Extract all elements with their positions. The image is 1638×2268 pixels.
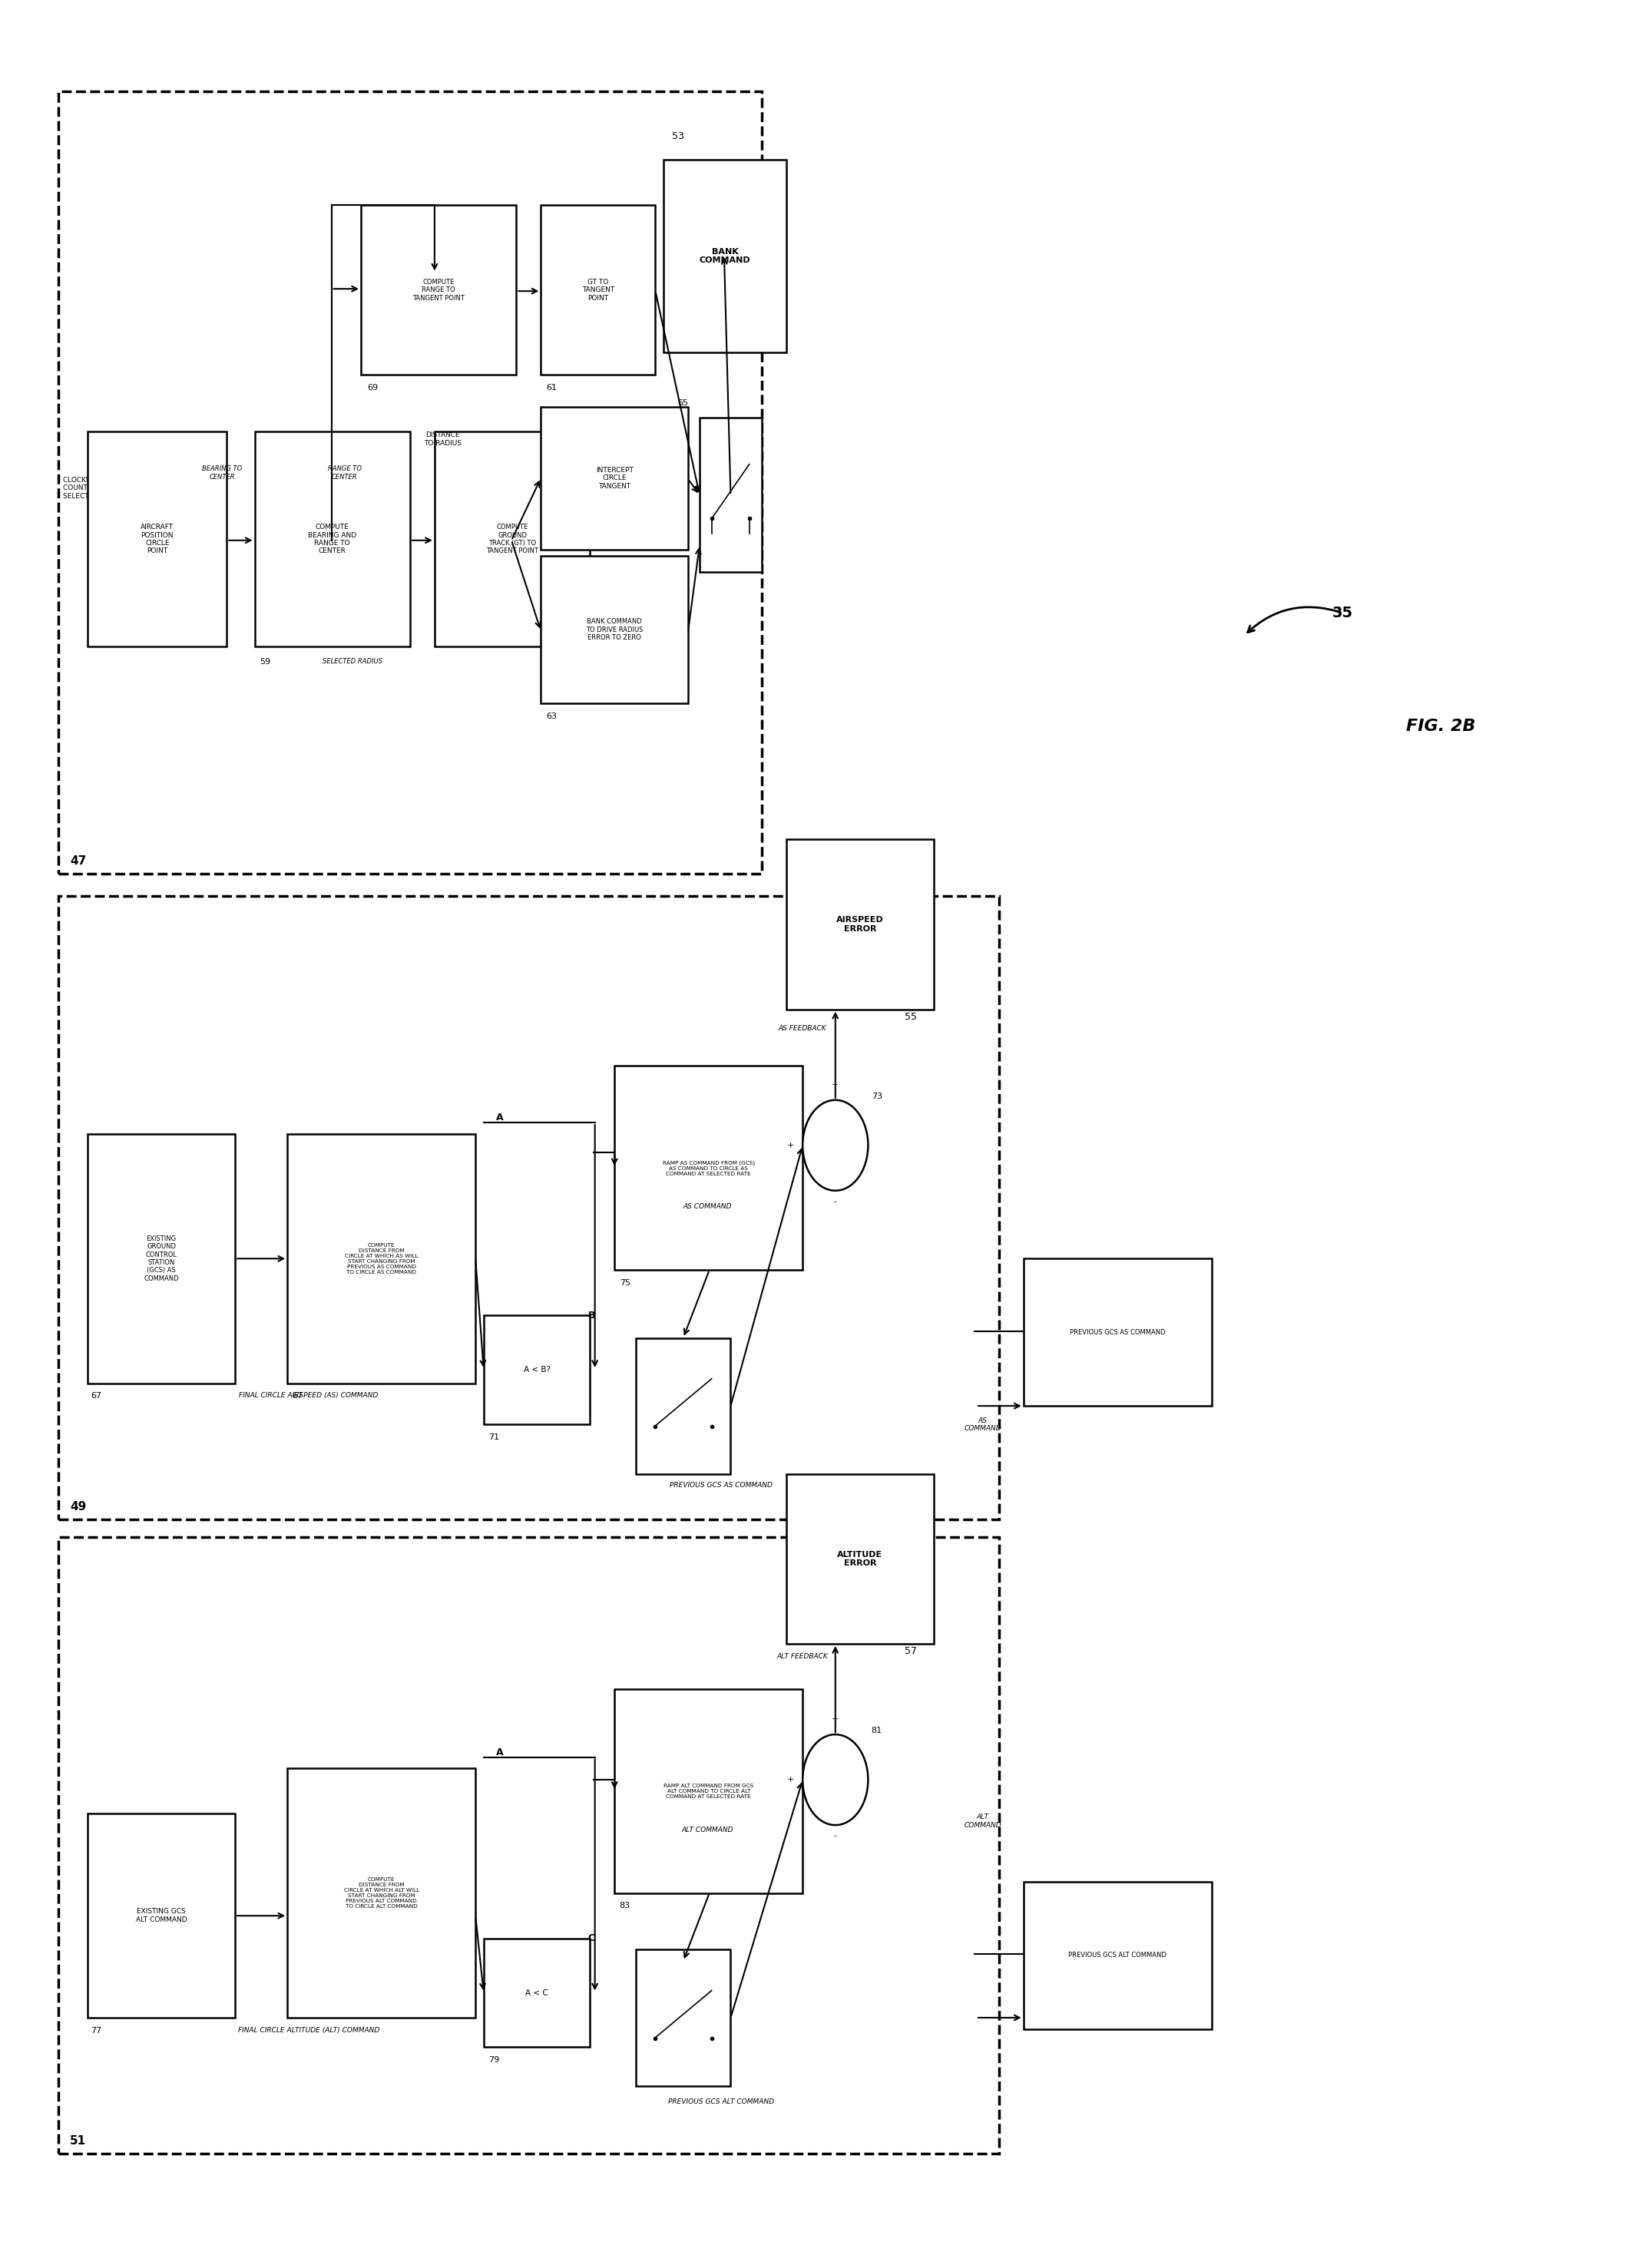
- Text: 67: 67: [292, 1393, 303, 1399]
- Text: 35: 35: [1332, 606, 1353, 619]
- Text: RAMP ALT COMMAND FROM GCS
ALT COMMAND TO CIRCLE ALT
COMMAND AT SELECTED RATE: RAMP ALT COMMAND FROM GCS ALT COMMAND TO…: [663, 1783, 753, 1799]
- Text: PREVIOUS GCS ALT COMMAND: PREVIOUS GCS ALT COMMAND: [668, 2098, 773, 2105]
- Text: 59: 59: [259, 658, 270, 667]
- Text: 63: 63: [545, 712, 557, 721]
- FancyBboxPatch shape: [636, 1338, 731, 1474]
- Text: DISTANCE
TO RADIUS: DISTANCE TO RADIUS: [424, 431, 462, 447]
- Text: A < C: A < C: [526, 1989, 549, 1996]
- Text: A: A: [496, 1114, 505, 1123]
- Text: 55: 55: [904, 1012, 917, 1021]
- FancyBboxPatch shape: [699, 417, 762, 572]
- Text: EXISTING
GROUND
CONTROL
STATION
(GCS) AS
COMMAND: EXISTING GROUND CONTROL STATION (GCS) AS…: [144, 1236, 179, 1281]
- Text: 83: 83: [619, 1903, 631, 1910]
- FancyBboxPatch shape: [614, 1066, 803, 1270]
- Circle shape: [803, 1735, 868, 1826]
- Text: RAMP AS COMMAND FROM (GCS)
AS COMMAND TO CIRCLE AS
COMMAND AT SELECTED RATE: RAMP AS COMMAND FROM (GCS) AS COMMAND TO…: [662, 1161, 755, 1175]
- Text: BANK
COMMAND: BANK COMMAND: [699, 247, 750, 265]
- Text: COMPUTE
GROUND
TRACK (GT) TO
TANGENT POINT: COMPUTE GROUND TRACK (GT) TO TANGENT POI…: [486, 524, 539, 556]
- Text: -: -: [834, 1833, 837, 1839]
- Text: SELECTED RADIUS: SELECTED RADIUS: [323, 658, 383, 665]
- Text: AIRCRAFT
POSITION
CIRCLE
POINT: AIRCRAFT POSITION CIRCLE POINT: [141, 524, 174, 556]
- FancyBboxPatch shape: [614, 1690, 803, 1894]
- Text: 61: 61: [545, 383, 557, 392]
- Text: 69: 69: [367, 383, 378, 392]
- Text: 75: 75: [619, 1279, 631, 1286]
- FancyBboxPatch shape: [88, 431, 226, 646]
- Text: 73: 73: [871, 1093, 883, 1100]
- Text: FIG. 2B: FIG. 2B: [1405, 719, 1476, 735]
- FancyBboxPatch shape: [541, 406, 688, 549]
- Circle shape: [803, 1100, 868, 1191]
- FancyBboxPatch shape: [1024, 1259, 1212, 1406]
- Text: INTERCEPT
CIRCLE
TANGENT: INTERCEPT CIRCLE TANGENT: [596, 467, 634, 490]
- Text: FINAL CIRCLE AIRSPEED (AS) COMMAND: FINAL CIRCLE AIRSPEED (AS) COMMAND: [239, 1393, 378, 1399]
- FancyBboxPatch shape: [786, 839, 934, 1009]
- Text: PREVIOUS GCS AS COMMAND: PREVIOUS GCS AS COMMAND: [1070, 1329, 1165, 1336]
- FancyBboxPatch shape: [88, 1814, 234, 2019]
- FancyBboxPatch shape: [254, 431, 410, 646]
- Text: COMPUTE
BEARING AND
RANGE TO
CENTER: COMPUTE BEARING AND RANGE TO CENTER: [308, 524, 357, 556]
- FancyBboxPatch shape: [287, 1134, 475, 1383]
- Text: B: B: [588, 1311, 595, 1320]
- Text: ALT COMMAND: ALT COMMAND: [681, 1826, 734, 1833]
- Text: COMPUTE
DISTANCE FROM
CIRCLE AT WHICH ALT WILL
START CHANGING FROM
PREVIOUS ALT : COMPUTE DISTANCE FROM CIRCLE AT WHICH AL…: [344, 1878, 419, 1910]
- Text: BANK COMMAND
TO DRIVE RADIUS
ERROR TO ZERO: BANK COMMAND TO DRIVE RADIUS ERROR TO ZE…: [586, 619, 644, 642]
- Text: +: +: [788, 1776, 794, 1783]
- Text: 47: 47: [70, 855, 87, 866]
- Text: 57: 57: [904, 1647, 917, 1656]
- FancyBboxPatch shape: [541, 556, 688, 703]
- FancyBboxPatch shape: [663, 159, 786, 352]
- Text: ALT
COMMAND: ALT COMMAND: [963, 1814, 1001, 1828]
- Text: BEARING TO
CENTER: BEARING TO CENTER: [201, 465, 242, 481]
- Text: 79: 79: [488, 2057, 500, 2064]
- Text: -: -: [834, 1198, 837, 1204]
- Text: AIRSPEED
ERROR: AIRSPEED ERROR: [835, 916, 883, 932]
- Text: CLOCKWISE (CW) OR
COUNTERCLOCKWISE (CCW)
SELECTED RADIUS: CLOCKWISE (CW) OR COUNTERCLOCKWISE (CCW)…: [64, 476, 161, 499]
- Text: 65: 65: [678, 399, 688, 406]
- Text: AS FEEDBACK: AS FEEDBACK: [778, 1025, 827, 1032]
- Text: COMPUTE
RANGE TO
TANGENT POINT: COMPUTE RANGE TO TANGENT POINT: [413, 279, 465, 302]
- Text: AS COMMAND: AS COMMAND: [683, 1202, 732, 1209]
- Text: PREVIOUS GCS ALT COMMAND: PREVIOUS GCS ALT COMMAND: [1068, 1953, 1166, 1960]
- FancyBboxPatch shape: [287, 1769, 475, 2019]
- Text: A < B?: A < B?: [524, 1365, 550, 1374]
- Text: +: +: [788, 1141, 794, 1150]
- Text: FINAL CIRCLE ALTITUDE (ALT) COMMAND: FINAL CIRCLE ALTITUDE (ALT) COMMAND: [238, 2028, 380, 2034]
- Text: PREVIOUS GCS AS COMMAND: PREVIOUS GCS AS COMMAND: [670, 1481, 771, 1488]
- Text: 67: 67: [92, 1393, 102, 1399]
- Text: 49: 49: [70, 1501, 87, 1513]
- Text: AS
COMMAND: AS COMMAND: [963, 1418, 1001, 1431]
- FancyBboxPatch shape: [434, 431, 590, 646]
- FancyBboxPatch shape: [483, 1939, 590, 2048]
- Text: ALTITUDE
ERROR: ALTITUDE ERROR: [837, 1551, 883, 1567]
- Text: +: +: [832, 1082, 839, 1089]
- Text: C: C: [588, 1932, 595, 1944]
- FancyBboxPatch shape: [786, 1474, 934, 1644]
- Text: A: A: [496, 1746, 505, 1758]
- Text: ALT FEEDBACK: ALT FEEDBACK: [776, 1653, 829, 1660]
- Text: RANGE TO
CENTER: RANGE TO CENTER: [328, 465, 362, 481]
- Text: 53: 53: [672, 132, 685, 141]
- FancyBboxPatch shape: [541, 204, 655, 374]
- Text: +: +: [832, 1715, 839, 1724]
- Text: 77: 77: [92, 2028, 102, 2034]
- FancyBboxPatch shape: [88, 1134, 234, 1383]
- Text: COMPUTE
DISTANCE FROM
CIRCLE AT WHICH AS WILL
START CHANGING FROM
PREVIOUS AS CO: COMPUTE DISTANCE FROM CIRCLE AT WHICH AS…: [344, 1243, 418, 1275]
- Text: 81: 81: [871, 1726, 883, 1735]
- FancyBboxPatch shape: [1024, 1882, 1212, 2030]
- Text: 71: 71: [488, 1433, 500, 1440]
- FancyBboxPatch shape: [360, 204, 516, 374]
- FancyBboxPatch shape: [483, 1315, 590, 1424]
- FancyBboxPatch shape: [636, 1950, 731, 2087]
- Text: 51: 51: [70, 2136, 87, 2148]
- Text: EXISTING GCS
ALT COMMAND: EXISTING GCS ALT COMMAND: [136, 1907, 187, 1923]
- Text: GT TO
TANGENT
POINT: GT TO TANGENT POINT: [581, 279, 614, 302]
